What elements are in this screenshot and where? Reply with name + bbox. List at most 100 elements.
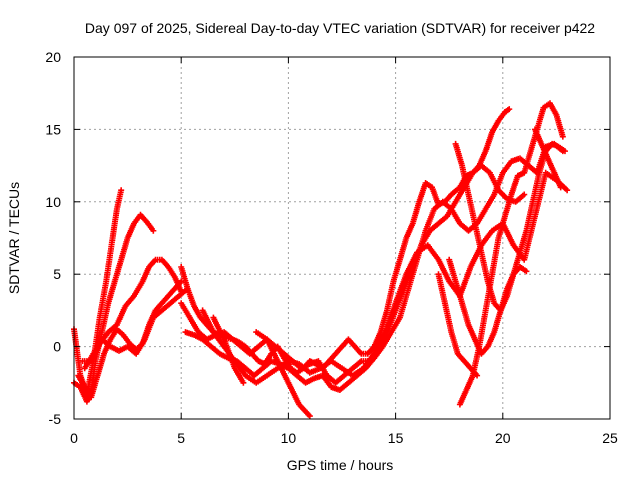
data-point [118,187,125,194]
series-track-16 [532,126,564,191]
data-point-run [360,352,376,372]
data-point-run [221,329,235,342]
data-point-run [345,373,359,386]
y-axis-label: SDTVAR / TECUs [6,182,22,294]
data-point-run [448,206,462,225]
data-point-run [512,192,526,205]
data-point-run [459,300,471,326]
data-point-run [165,287,177,299]
data-point-run [319,372,334,389]
data-point-run [478,229,494,249]
data-point-run [98,336,112,349]
data-point-run [484,278,497,305]
data-point-run [521,215,538,263]
y-tick-label: 5 [53,266,61,282]
data-point [506,106,513,113]
data-point-run [371,330,383,350]
data-point-run [165,264,177,279]
data-point-run [152,256,163,263]
data-point-run [210,314,227,341]
data-point-run [532,171,549,220]
data-point-run [390,258,403,285]
data-point-run [396,287,411,321]
data-point-run [199,307,216,334]
data-point-run [274,358,291,384]
y-tick-label: 15 [45,121,61,137]
data-point-run [435,256,452,283]
data-point-run [499,159,514,176]
data-point-run [197,314,209,327]
x-tick-label: 15 [388,430,404,446]
data-point-run [229,336,243,349]
data-point [559,133,566,140]
data-point-run [221,336,238,370]
data-point-run [452,186,467,205]
data-point-run [126,340,138,351]
plot-border [73,56,611,420]
data-point-run [521,150,534,176]
data-point-run [452,140,465,167]
x-axis-label: GPS time / hours [287,457,394,473]
data-point-run [371,330,387,357]
data-point-run [75,372,87,389]
data-point-run [332,345,344,357]
data-point-run [371,345,385,362]
data-point-run [484,330,497,350]
data-point-run [403,251,420,278]
data-point-run [253,329,269,342]
data-point-run [81,352,96,372]
x-tick-label: 5 [177,430,185,446]
data-point-run [495,110,507,124]
data-point-run [141,316,156,343]
data-point-run [345,336,357,349]
data-point-run [285,379,302,406]
data-point-run [105,280,118,307]
data-point-run [122,294,136,310]
data-point-run [109,208,120,241]
data-point [306,413,313,420]
x-tick-label: 25 [602,430,618,446]
data-point-run [517,264,528,274]
data-point-run [555,143,567,153]
data-point-run [384,280,396,314]
data-point-run [137,211,149,224]
data-point [564,187,571,194]
data-point-run [296,361,312,375]
data-point-run [259,359,273,372]
data-point-run [195,329,209,342]
data-point-run [118,237,130,263]
data-point-run [461,358,473,370]
data-point-run [199,336,213,349]
data-point-run [396,237,409,263]
data-point-run [529,171,542,205]
data-point-run [405,258,420,292]
data-point-run [467,365,479,378]
x-tick-label: 10 [281,430,297,446]
data-point-run [471,220,484,254]
data-point-run [349,359,363,372]
data-point-run [216,350,230,361]
data-point [523,268,530,275]
data-point-run [242,372,258,385]
data-point-run [465,191,478,225]
data-point-run [388,316,402,336]
data-point-run [547,100,559,117]
data-point-run [435,214,449,227]
data-point-run [113,304,128,328]
data-point-run [424,242,441,262]
data-point-run [133,338,147,357]
data-point-run [495,215,508,241]
data-point-run [105,323,119,336]
data-point-run [251,366,265,379]
data-point-run [336,381,350,393]
data-point [474,372,481,379]
data-point-run [489,119,501,136]
data-point-run [448,185,462,198]
y-tick-label: 20 [45,49,61,65]
data-point [240,379,247,386]
data-point-run [98,302,111,336]
data-point-run [96,280,109,321]
data-point-run [403,222,415,241]
data-point-run [517,229,529,256]
